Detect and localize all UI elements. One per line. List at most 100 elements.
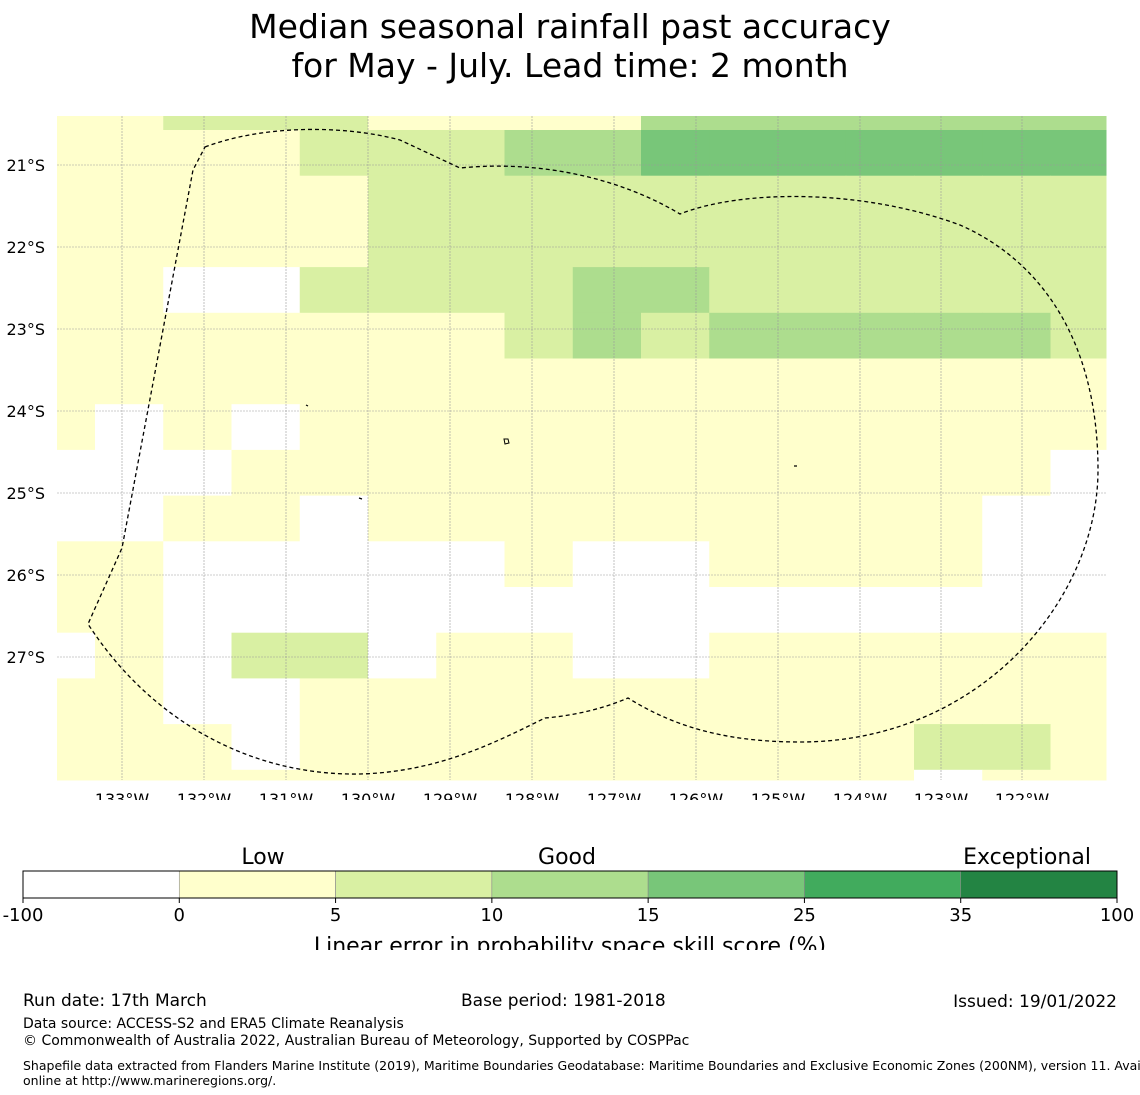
grid-cell: [845, 541, 915, 588]
longitude-label: 124°W: [833, 790, 888, 800]
grid-cell: [914, 541, 983, 588]
grid-cell: [231, 267, 301, 314]
grid-cell: [914, 175, 983, 222]
grid-cell: [1050, 358, 1107, 405]
colorbar-tick-label: 0: [174, 905, 185, 926]
colorbar: [22, 870, 1118, 899]
grid-cell: [709, 130, 778, 177]
grid-cell: [368, 449, 437, 497]
grid-cell: [95, 267, 164, 314]
grid-cell: [231, 587, 301, 634]
grid-cell: [163, 175, 232, 222]
colorbar-segment: [960, 870, 1118, 899]
grid-cell: [57, 541, 96, 588]
grid-cell: [299, 116, 369, 131]
grid-cell: [641, 724, 710, 771]
grid-cell: [777, 130, 847, 177]
grid-cell: [777, 267, 847, 314]
grid-cell: [163, 724, 232, 771]
grid-cell: [57, 449, 96, 497]
grid-cell: [299, 312, 369, 359]
longitude-label: 123°W: [914, 790, 969, 800]
grid-cell: [845, 769, 915, 781]
longitude-label: 126°W: [669, 790, 724, 800]
grid-cell: [57, 130, 96, 177]
legend-group-label-good: Good: [538, 845, 596, 870]
grid-cell: [163, 632, 232, 679]
grid-cell: [57, 116, 96, 131]
grid-cell: [641, 221, 710, 268]
grid-cell: [57, 221, 96, 268]
grid-cell: [368, 221, 437, 268]
longitude-label: 122°W: [995, 790, 1050, 800]
grid-cell: [641, 541, 710, 588]
grid-cell: [572, 116, 642, 131]
grid-cell: [641, 449, 710, 497]
grid-cell: [982, 769, 1051, 781]
grid-cell: [845, 267, 915, 314]
grid-cell: [777, 724, 847, 771]
colorbar-tick-label: 5: [330, 905, 341, 926]
grid-cell: [504, 678, 574, 725]
colorbar-tick-label: 35: [949, 905, 972, 926]
grid-cell: [777, 449, 847, 497]
grid-cell: [777, 541, 847, 588]
grid-cell: [231, 724, 301, 771]
grid-cell: [709, 495, 778, 542]
shapefile-credit-line-2: online at http://www.marineregions.org/.: [23, 1073, 277, 1088]
grid-cell: [95, 541, 164, 588]
grid-cell: [436, 449, 505, 497]
grid-cell: [163, 769, 232, 781]
colorbar-tick-label: 10: [480, 905, 503, 926]
grid-cell: [709, 724, 778, 771]
grid-cell: [982, 404, 1051, 451]
grid-cell: [504, 541, 574, 588]
grid-cell: [95, 116, 164, 131]
grid-cell: [641, 358, 710, 405]
grid-cell: [231, 495, 301, 542]
legend-axis-label: Linear error in probability space skill …: [314, 934, 826, 950]
grid-cell: [709, 541, 778, 588]
grid-cell: [572, 495, 642, 542]
grid-cell: [163, 678, 232, 725]
grid-cell: [845, 312, 915, 359]
grid-cell: [709, 587, 778, 634]
grid-cell: [436, 116, 505, 131]
grid-cell: [163, 541, 232, 588]
grid-cell: [641, 495, 710, 542]
grid-cell: [845, 116, 915, 131]
grid-cell: [1050, 587, 1107, 634]
grid-cell: [504, 449, 574, 497]
grid-cell: [95, 404, 164, 451]
grid-cell: [231, 175, 301, 222]
skill-score-grid: [57, 116, 1107, 781]
legend-group-label-exceptional: Exceptional: [963, 845, 1091, 870]
grid-cell: [299, 632, 369, 679]
grid-cell: [299, 541, 369, 588]
grid-cell: [572, 678, 642, 725]
grid-cell: [572, 587, 642, 634]
grid-cell: [845, 724, 915, 771]
grid-cell: [777, 632, 847, 679]
grid-cell: [777, 312, 847, 359]
latitude-label: 27°S: [6, 648, 45, 667]
latitude-label: 23°S: [6, 320, 45, 339]
grid-cell: [163, 221, 232, 268]
grid-cell: [982, 116, 1051, 131]
grid-cell: [57, 495, 96, 542]
colorbar-segment: [335, 870, 493, 899]
grid-cell: [914, 724, 983, 771]
grid-cell: [572, 312, 642, 359]
grid-cell: [914, 632, 983, 679]
grid-cell: [914, 130, 983, 177]
grid-cell: [299, 495, 369, 542]
grid-cell: [368, 267, 437, 314]
grid-cell: [95, 449, 164, 497]
grid-cell: [95, 221, 164, 268]
grid-cell: [641, 678, 710, 725]
grid-cell: [231, 678, 301, 725]
grid-cell: [299, 587, 369, 634]
colorbar-tick-label: 25: [793, 905, 816, 926]
grid-cell: [299, 769, 369, 781]
grid-cell: [504, 221, 574, 268]
